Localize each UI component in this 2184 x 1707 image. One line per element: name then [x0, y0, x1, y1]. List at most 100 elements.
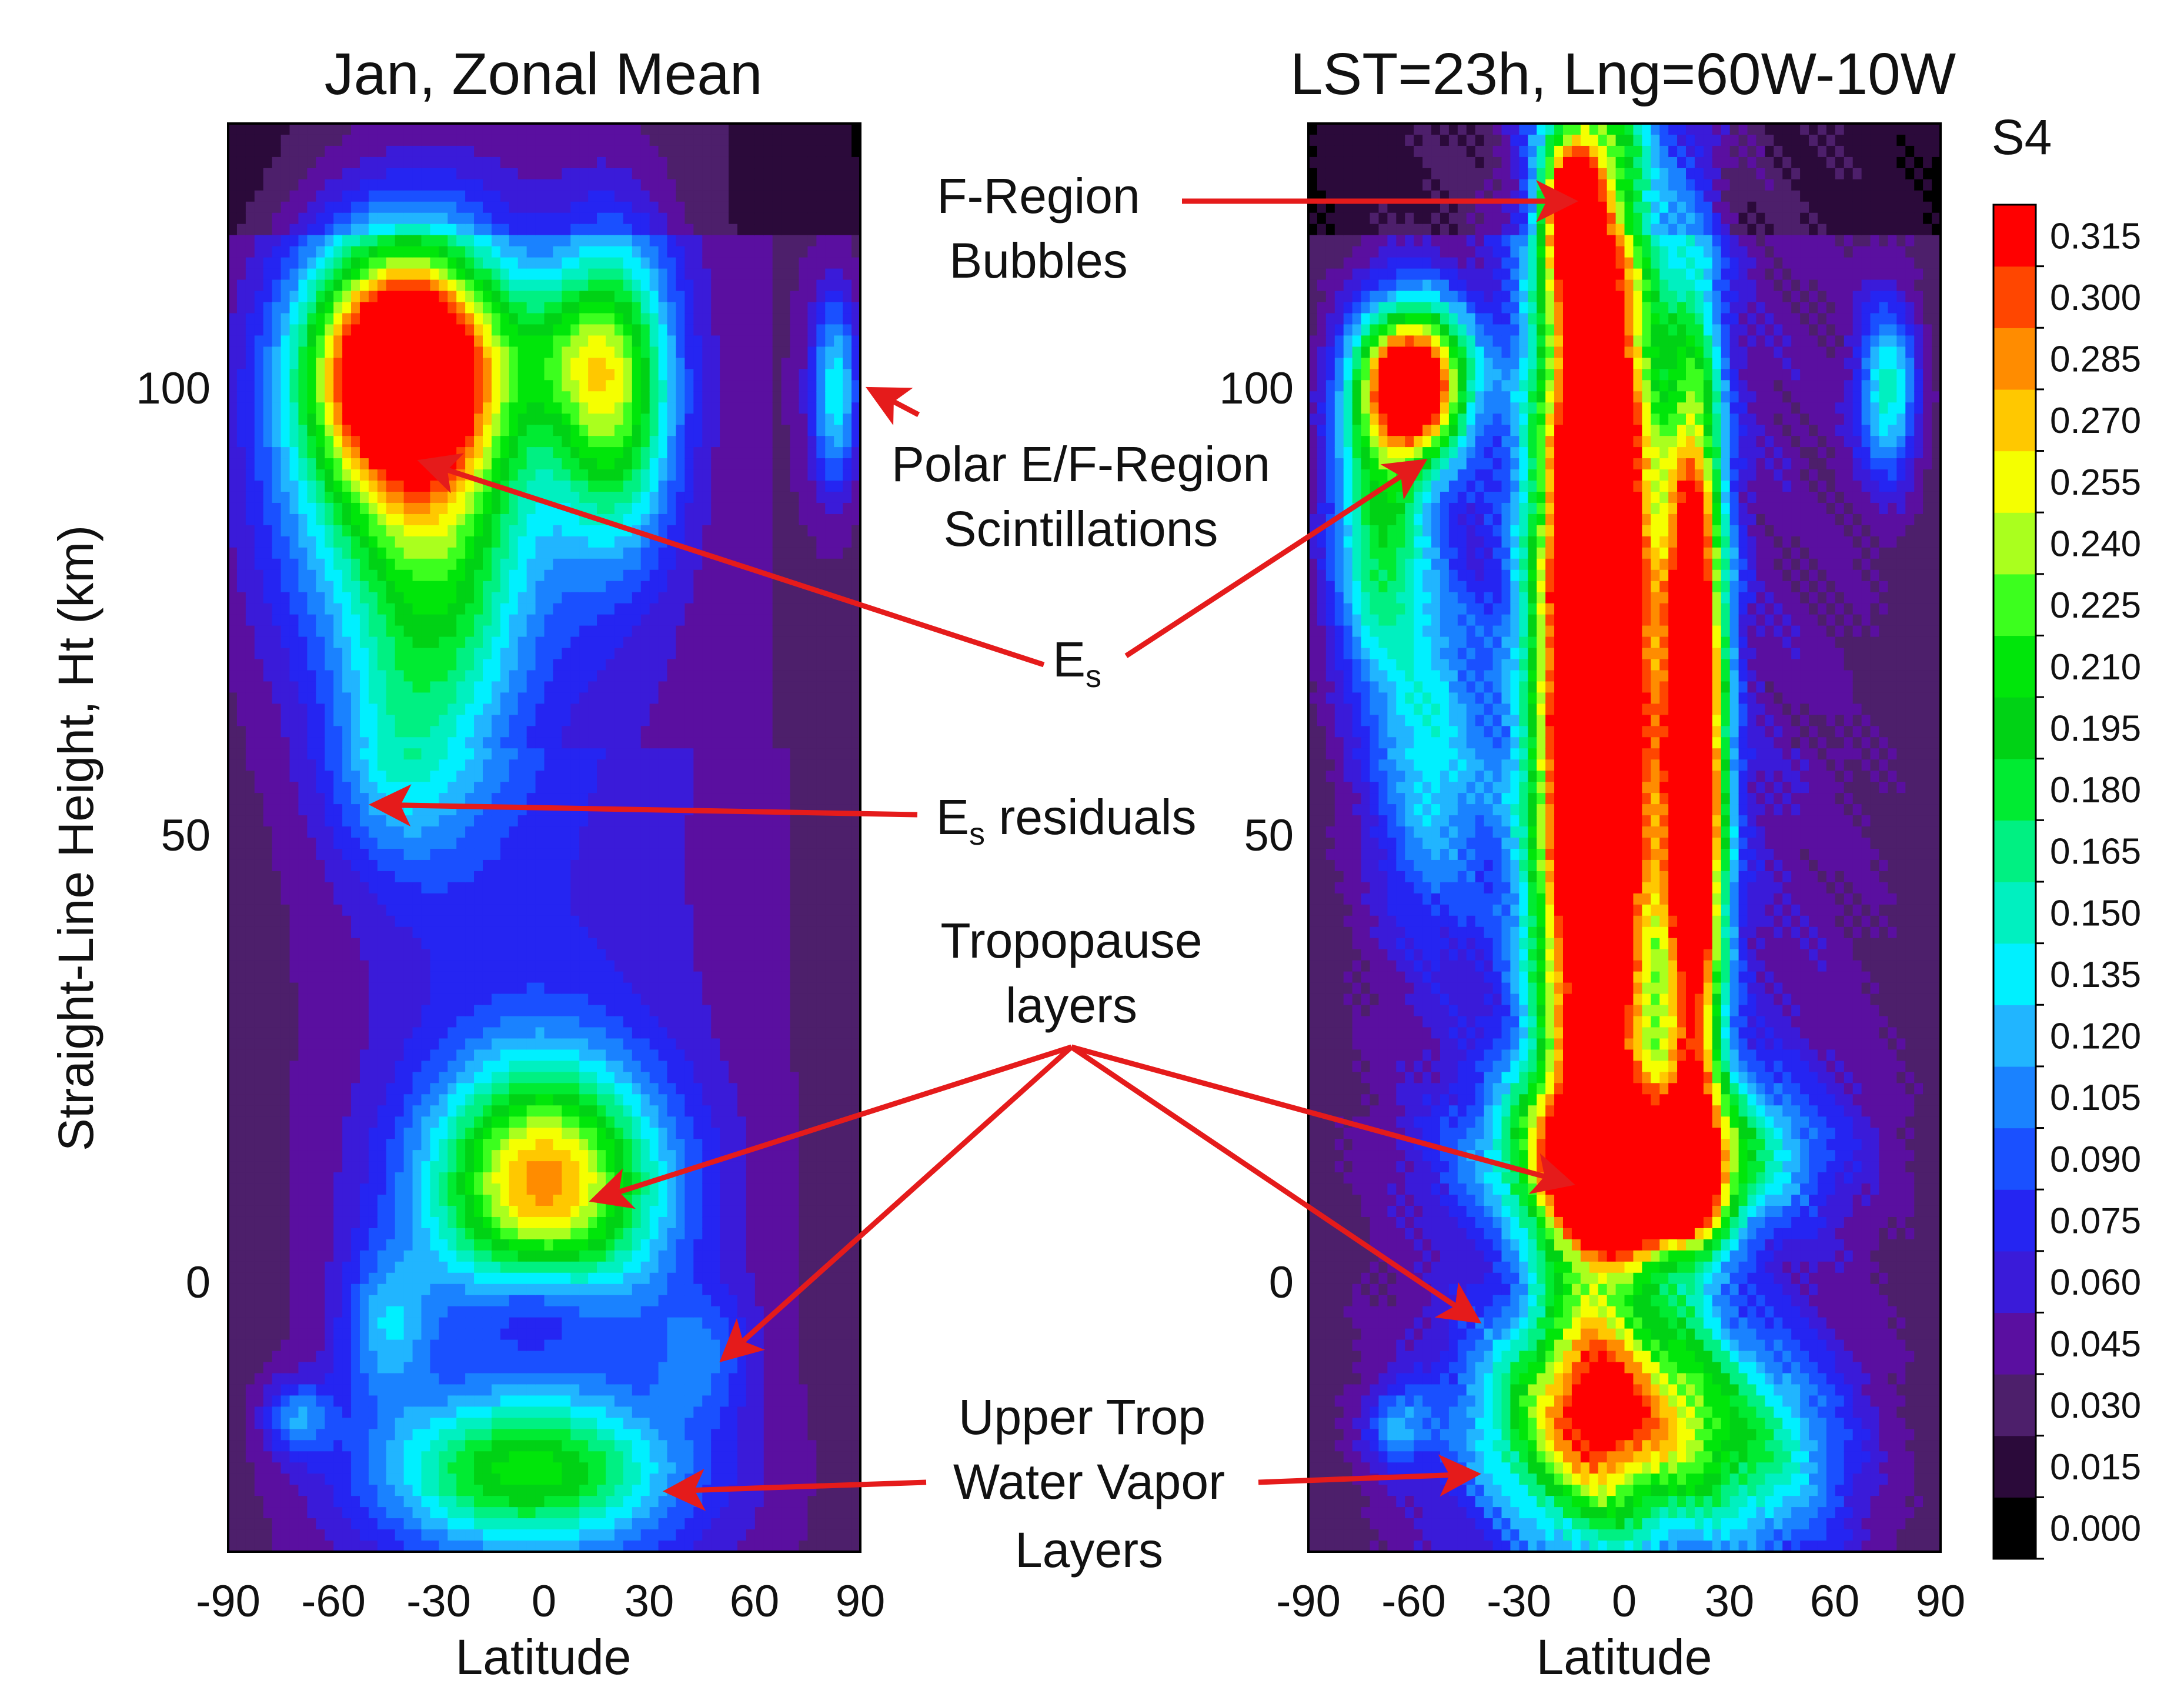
heatmap-cell	[263, 258, 273, 269]
heatmap-cell	[360, 1139, 369, 1151]
heatmap-cell	[272, 604, 282, 615]
heatmap-cell	[333, 949, 343, 961]
heatmap-cell	[333, 447, 343, 459]
heatmap-cell	[351, 135, 360, 146]
heatmap-cell	[342, 1273, 352, 1285]
heatmap-cell	[281, 1518, 290, 1530]
heatmap-cell	[342, 269, 352, 281]
heatmap-cell	[228, 447, 238, 459]
heatmap-cell	[298, 1161, 308, 1173]
heatmap-cell	[281, 1239, 290, 1251]
heatmap-cell	[272, 570, 282, 582]
heatmap-cell	[255, 1529, 264, 1541]
heatmap-cell	[298, 324, 308, 336]
heatmap-cell	[255, 346, 264, 358]
heatmap-cell	[263, 615, 273, 626]
heatmap-cell	[333, 1507, 343, 1519]
heatmap-cell	[316, 793, 325, 805]
heatmap-cell	[333, 1072, 343, 1083]
heatmap-cell	[333, 168, 343, 180]
heatmap-cell	[237, 771, 246, 782]
heatmap-cell	[325, 1116, 334, 1128]
heatmap-cell	[263, 1462, 273, 1474]
heatmap-cell	[325, 737, 334, 749]
heatmap-cell	[228, 302, 238, 314]
heatmap-cell	[342, 670, 352, 682]
heatmap-cell	[237, 1418, 246, 1429]
heatmap-cell	[255, 715, 264, 726]
heatmap-cell	[378, 748, 387, 760]
heatmap-cell	[290, 692, 299, 704]
heatmap-cell	[281, 191, 290, 202]
heatmap-cell	[333, 905, 343, 916]
heatmap-cell	[307, 369, 316, 381]
heatmap-cell	[255, 1228, 264, 1240]
heatmap-cell	[298, 358, 308, 369]
heatmap-cell	[325, 514, 334, 526]
heatmap-cell	[298, 1329, 308, 1341]
heatmap-cell	[369, 1429, 378, 1441]
heatmap-cell	[342, 503, 352, 515]
heatmap-cell	[281, 604, 290, 615]
heatmap-cell	[228, 1429, 238, 1441]
heatmap-cell	[342, 1373, 352, 1385]
heatmap-cell	[228, 481, 238, 492]
heatmap-cell	[290, 581, 299, 593]
heatmap-cell	[263, 1295, 273, 1307]
heatmap-cell	[255, 269, 264, 281]
heatmap-cell	[360, 1105, 369, 1117]
heatmap-cell	[369, 748, 378, 760]
heatmap-cell	[246, 414, 255, 425]
heatmap-cell	[307, 692, 316, 704]
heatmap-cell	[290, 280, 299, 292]
heatmap-cell	[237, 469, 246, 481]
heatmap-cell	[360, 782, 369, 794]
heatmap-cell	[298, 1295, 308, 1307]
heatmap-cell	[333, 1373, 343, 1385]
heatmap-cell	[316, 1318, 325, 1329]
heatmap-cell	[237, 146, 246, 158]
heatmap-cell	[237, 793, 246, 805]
heatmap-cell	[228, 191, 238, 202]
heatmap-cell	[342, 1239, 352, 1251]
heatmap-cell	[228, 1473, 238, 1485]
heatmap-cell	[316, 1072, 325, 1083]
heatmap-cell	[369, 1038, 378, 1050]
heatmap-cell	[333, 1485, 343, 1496]
heatmap-cell	[290, 637, 299, 649]
heatmap-cell	[228, 826, 238, 838]
heatmap-cell	[369, 536, 378, 548]
heatmap-cell	[325, 291, 334, 303]
heatmap-cell	[351, 1429, 360, 1441]
heatmap-cell	[342, 759, 352, 771]
heatmap-cell	[272, 1094, 282, 1106]
heatmap-cell	[369, 146, 378, 158]
heatmap-cell	[378, 246, 387, 258]
heatmap-cell	[325, 860, 334, 872]
heatmap-cell	[263, 1529, 273, 1541]
heatmap-cell	[298, 548, 308, 559]
heatmap-cell	[342, 715, 352, 726]
heatmap-cell	[342, 1329, 352, 1341]
heatmap-cell	[369, 1217, 378, 1229]
heatmap-cell	[369, 1362, 378, 1374]
heatmap-cell	[228, 269, 238, 281]
heatmap-cell	[281, 1161, 290, 1173]
heatmap-cell	[281, 1440, 290, 1452]
heatmap-cell	[281, 235, 290, 247]
heatmap-cell	[272, 1027, 282, 1039]
heatmap-cell	[246, 592, 255, 604]
heatmap-cell	[290, 1262, 299, 1273]
heatmap-cell	[342, 1485, 352, 1496]
heatmap-cell	[333, 1418, 343, 1429]
heatmap-cell	[378, 447, 387, 459]
heatmap-cell	[325, 949, 334, 961]
heatmap-cell	[263, 436, 273, 448]
heatmap-cell	[290, 1105, 299, 1117]
heatmap-cell	[369, 1418, 378, 1429]
heatmap-cell	[237, 503, 246, 515]
heatmap-cell	[342, 1462, 352, 1474]
heatmap-cell	[351, 748, 360, 760]
heatmap-cell	[360, 1038, 369, 1050]
heatmap-cell	[307, 246, 316, 258]
